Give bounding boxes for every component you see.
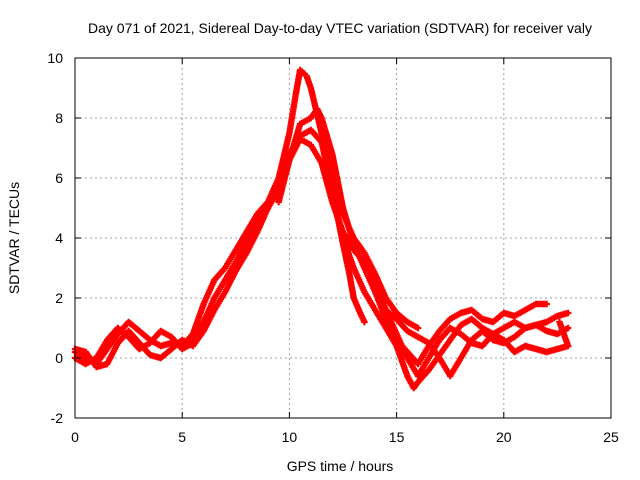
data-point [361,318,368,326]
x-tick-label: 0 [71,429,79,445]
data-point [564,324,572,332]
series-track-e [329,192,572,392]
x-tick-label: 15 [389,429,405,445]
x-tick-label: 5 [178,429,186,445]
chart-title: Day 071 of 2021, Sidereal Day-to-day VTE… [88,20,592,36]
y-tick-label: 4 [55,230,63,246]
data-point [564,309,572,317]
y-tick-label: 2 [55,290,63,306]
ticks: 0 5 10 15 20 25 -2 0 2 4 6 8 10 [47,50,619,445]
x-axis-title: GPS time / hours [287,458,394,474]
y-tick-label: 8 [55,110,63,126]
data-point [543,300,550,308]
data-point [556,318,563,326]
data-point [414,324,422,332]
y-tick-label: 0 [55,350,63,366]
x-tick-label: 25 [603,429,619,445]
y-tick-label: -2 [51,410,64,426]
y-tick-label: 10 [47,50,63,66]
x-tick-label: 10 [282,429,298,445]
y-tick-label: 6 [55,170,63,186]
data-series [71,66,572,392]
x-tick-label: 20 [496,429,512,445]
y-axis-title: SDTVAR / TECUs [6,182,22,294]
series-track-f [382,306,572,380]
